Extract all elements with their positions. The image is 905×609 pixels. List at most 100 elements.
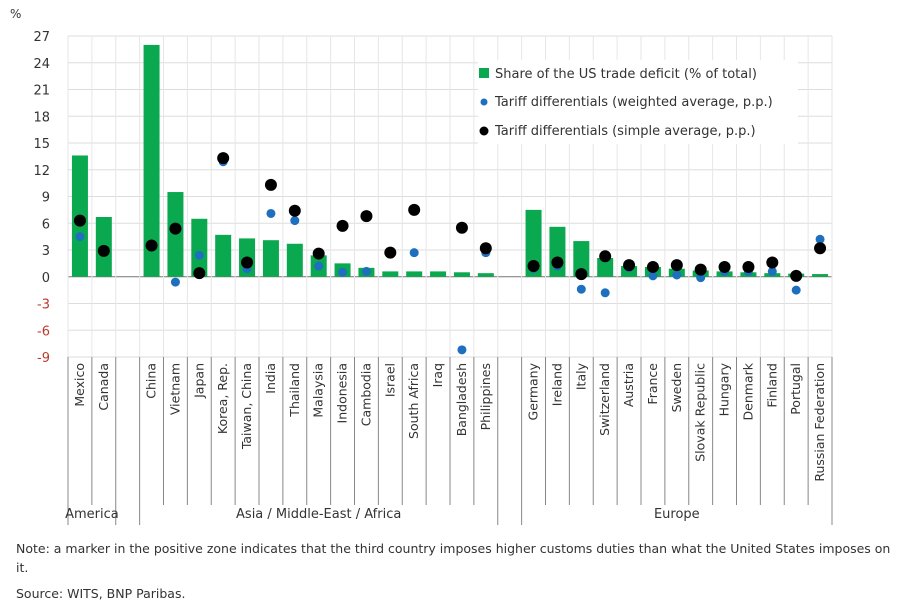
category-label: Taiwan, China [239, 363, 254, 450]
bar [286, 243, 303, 277]
y-tick-label: 3 [42, 244, 50, 259]
y-tick-label: -9 [37, 351, 50, 366]
category-label: Indonesia [335, 363, 350, 423]
simple-marker [527, 260, 540, 273]
weighted-marker [266, 208, 276, 218]
bar [430, 271, 447, 277]
simple-marker [360, 210, 373, 223]
category-label: Cambodia [358, 363, 373, 426]
simple-marker [623, 259, 636, 272]
weighted-marker [194, 250, 204, 260]
legend-label: Tariff differentials (simple average, p.… [494, 124, 756, 139]
weighted-marker [791, 285, 801, 295]
chart-source: Source: WITS, BNP Paribas. [16, 586, 186, 601]
category-label: Denmark [740, 362, 755, 420]
legend-label: Tariff differentials (weighted average, … [494, 95, 773, 110]
category-label: Mexico [72, 363, 87, 407]
category-label: Ireland [549, 363, 564, 406]
simple-marker [97, 244, 110, 257]
simple-marker [73, 214, 86, 227]
bar [453, 272, 470, 277]
simple-marker [694, 263, 707, 276]
y-axis-label: % [10, 7, 21, 21]
group-label: America [65, 507, 119, 522]
simple-marker [479, 242, 492, 255]
weighted-marker [696, 273, 706, 283]
category-label: Malaysia [311, 363, 326, 418]
simple-marker [312, 247, 325, 260]
weighted-marker [815, 234, 825, 244]
simple-marker [193, 267, 206, 280]
weighted-marker [648, 271, 658, 281]
weighted-marker [672, 270, 682, 280]
simple-marker [599, 250, 612, 263]
weighted-marker [767, 266, 777, 276]
y-tick-label: 24 [33, 57, 50, 72]
category-label: Hungary [717, 362, 732, 416]
simple-marker [288, 204, 301, 217]
simple-marker [384, 246, 397, 259]
legend-background [478, 60, 798, 144]
simple-marker [551, 256, 564, 269]
category-label: Sweden [669, 363, 684, 412]
category-label: Russian Federation [812, 363, 827, 482]
bar [143, 44, 160, 277]
simple-marker [575, 268, 588, 281]
category-label: Austria [621, 363, 636, 407]
category-label: Switzerland [597, 363, 612, 436]
weighted-marker [314, 261, 324, 271]
category-label: South Africa [406, 363, 421, 439]
simple-marker [790, 269, 803, 282]
bar [191, 218, 208, 277]
category-label: Thailand [287, 363, 302, 418]
simple-marker [336, 219, 349, 232]
category-label: Finland [764, 363, 779, 408]
weighted-marker [170, 277, 180, 287]
y-tick-label: 12 [33, 164, 50, 179]
weighted-marker [409, 248, 419, 258]
bar [812, 274, 829, 277]
simple-marker [814, 242, 827, 255]
bar [525, 209, 542, 277]
weighted-marker [361, 266, 371, 276]
category-label: Slovak Republic [693, 363, 708, 462]
bar [573, 241, 590, 277]
simple-marker [766, 256, 779, 269]
y-tick-label: 6 [42, 217, 50, 232]
category-label: Germany [526, 362, 541, 420]
category-label: Portugal [788, 363, 803, 415]
category-label: China [144, 363, 159, 399]
category-label: Italy [573, 362, 588, 390]
category-label: Iraq [430, 363, 445, 387]
y-tick-label: 27 [33, 30, 50, 45]
chart-note: Note: a marker in the positive zone indi… [16, 541, 891, 575]
legend-swatch [479, 126, 489, 136]
weighted-marker [576, 284, 586, 294]
simple-marker [718, 260, 731, 273]
weighted-marker [75, 232, 85, 242]
legend-label: Share of the US trade deficit (% of tota… [495, 67, 757, 82]
simple-marker [670, 259, 683, 272]
bar [262, 240, 279, 277]
category-label: India [263, 363, 278, 394]
bar [215, 234, 232, 277]
y-tick-label: 18 [33, 110, 50, 125]
simple-marker [742, 260, 755, 273]
simple-marker [169, 222, 182, 235]
bar [477, 273, 494, 277]
simple-marker [646, 260, 659, 273]
weighted-marker [290, 216, 300, 226]
y-tick-label: 21 [33, 84, 50, 99]
simple-marker [455, 221, 468, 234]
y-tick-label: -3 [37, 298, 50, 313]
category-label: Israel [382, 363, 397, 397]
simple-marker [264, 178, 277, 191]
legend-swatch [479, 68, 489, 78]
weighted-marker [457, 345, 467, 355]
y-tick-label: 15 [33, 137, 50, 152]
legend-swatch [480, 98, 488, 106]
simple-marker [217, 152, 230, 165]
group-label: Europe [654, 507, 700, 522]
simple-marker [145, 239, 158, 252]
